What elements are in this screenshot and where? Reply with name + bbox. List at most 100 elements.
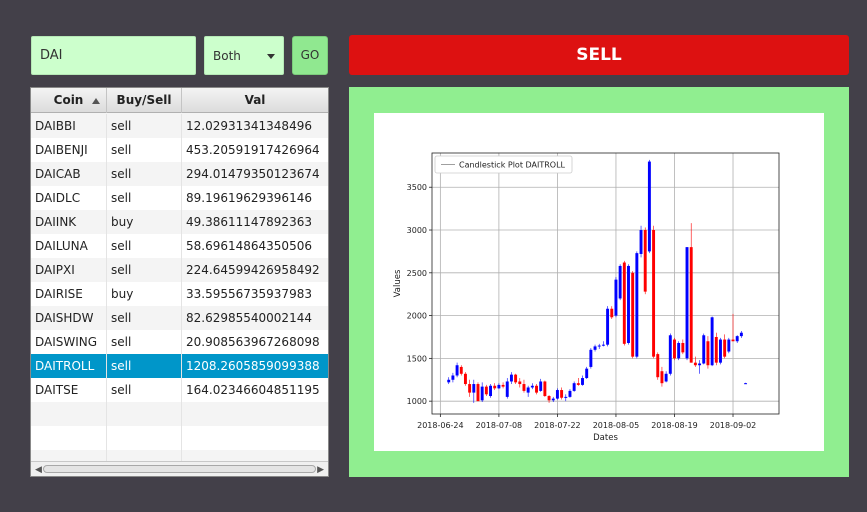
cell-side: sell: [107, 162, 182, 186]
candle-body: [677, 342, 681, 359]
table-row[interactable]: DAISWING sell 20.908563967268098: [31, 330, 328, 354]
table-row[interactable]: DAIPXI sell 224.64599426958492: [31, 258, 328, 282]
candle-body: [693, 362, 697, 366]
candle-body: [564, 396, 568, 398]
table-row[interactable]: DAILUNA sell 58.69614864350506: [31, 234, 328, 258]
candle-body: [459, 366, 463, 374]
horizontal-scrollbar[interactable]: ◀ ▶: [31, 461, 328, 476]
table-row[interactable]: DAIDLC sell 89.19619629396146: [31, 186, 328, 210]
x-axis-label: Dates: [593, 433, 618, 443]
candle-body: [643, 230, 647, 292]
scroll-left-icon[interactable]: ◀: [35, 465, 42, 475]
cell-side: sell: [107, 378, 182, 402]
candle-body: [744, 383, 748, 385]
cell-side: sell: [107, 114, 182, 138]
scroll-right-icon[interactable]: ▶: [317, 465, 324, 475]
filter-select-value: Both: [213, 49, 241, 63]
candle-body: [572, 383, 576, 391]
y-tick-label: 2500: [407, 269, 427, 278]
candle-body: [706, 341, 710, 366]
candle-body: [568, 390, 572, 397]
candle-body: [639, 230, 643, 254]
column-label: Coin: [53, 93, 84, 107]
y-tick-label: 2000: [407, 312, 427, 321]
table-row[interactable]: DAIBBI sell 12.02931341348496: [31, 114, 328, 138]
cell-side: sell: [107, 186, 182, 210]
buy-sell-filter-select[interactable]: Both: [204, 36, 284, 75]
table-row[interactable]: DAICAB sell 294.01479350123674: [31, 162, 328, 186]
coin-search-input[interactable]: [31, 36, 196, 75]
plot-frame: [431, 152, 780, 415]
cell-side: buy: [107, 210, 182, 234]
candle-body: [522, 384, 526, 391]
table-row[interactable]: DAIINK buy 49.38611147892363: [31, 210, 328, 234]
cell-side: [107, 426, 182, 450]
candle-body: [689, 247, 693, 363]
table-row[interactable]: DAIBENJI sell 453.20591917426964: [31, 138, 328, 162]
candle-body: [455, 365, 459, 376]
candle-body: [518, 381, 522, 385]
go-button[interactable]: GO: [292, 36, 328, 75]
coin-table[interactable]: Coin Buy/Sell Val DAIBBI sell 12.029313413…: [30, 87, 329, 477]
cell-val: 294.01479350123674: [186, 167, 320, 181]
candle-body: [727, 339, 731, 352]
empty-table-row: [31, 426, 328, 450]
candle-body: [698, 363, 702, 366]
candle-body: [535, 385, 538, 393]
x-tick-label: 2018-07-08: [476, 421, 523, 430]
table-row[interactable]: DAITROLL sell 1208.2605859099388: [31, 354, 328, 378]
y-tick-label: 1500: [407, 354, 427, 363]
cell-val: 1208.2605859099388: [186, 359, 320, 373]
cell-val: 58.69614864350506: [186, 239, 312, 253]
cell-side: buy: [107, 282, 182, 306]
table-row[interactable]: DAITSE sell 164.02346604851195: [31, 378, 328, 402]
cell-side: sell: [107, 138, 182, 162]
column-header-buy-sell[interactable]: Buy/Sell: [107, 88, 182, 113]
candle-body: [635, 253, 639, 357]
y-tick-label: 1000: [407, 397, 427, 406]
candle-body: [505, 381, 509, 397]
column-header-val[interactable]: Val: [244, 93, 266, 107]
candle-body: [723, 339, 727, 357]
column-header-coin[interactable]: Coin: [31, 88, 107, 113]
candle-body: [622, 262, 626, 344]
candle-body: [589, 349, 593, 367]
cell-side: [107, 402, 182, 426]
cell-val: 12.02931341348496: [186, 119, 312, 133]
candle-body: [606, 308, 610, 345]
candle-body: [530, 385, 534, 388]
sort-ascending-icon: [92, 98, 100, 104]
candle-body: [593, 346, 597, 350]
cell-coin: [31, 426, 107, 450]
candle-body: [480, 386, 484, 401]
cell-coin: DAIBENJI: [31, 138, 107, 162]
candle-body: [581, 378, 584, 385]
candle-body: [463, 373, 467, 385]
candle-body: [652, 230, 656, 357]
candle-body: [447, 379, 451, 383]
candle-body: [739, 332, 743, 337]
cell-coin: DAIDLC: [31, 186, 107, 210]
scrollbar-thumb[interactable]: [43, 465, 316, 473]
candle-body: [601, 344, 605, 346]
candle-body: [576, 383, 580, 385]
candle-body: [484, 386, 488, 395]
cell-val: 33.59556735937983: [186, 287, 312, 301]
legend-label: Candlestick Plot DAITROLL: [459, 161, 566, 170]
table-row[interactable]: DAISHDW sell 82.62985540002144: [31, 306, 328, 330]
empty-table-row: [31, 402, 328, 426]
candle-body: [681, 342, 685, 353]
table-row[interactable]: DAIRISE buy 33.59556735937983: [31, 282, 328, 306]
x-tick-label: 2018-09-02: [710, 421, 757, 430]
candle-body: [514, 374, 518, 383]
candle-body: [551, 398, 555, 401]
cell-coin: DAIPXI: [31, 258, 107, 282]
candle-body: [702, 335, 706, 364]
candle-body: [673, 339, 676, 359]
chart-canvas: 2018-06-24 2018-07-08 2018-07-22 2018-08-05…: [374, 113, 824, 451]
candle-body: [501, 384, 505, 387]
cell-val: 89.19619629396146: [186, 191, 312, 205]
candle-body: [539, 381, 543, 391]
cell-side: sell: [107, 354, 182, 378]
cell-val: [182, 426, 328, 450]
